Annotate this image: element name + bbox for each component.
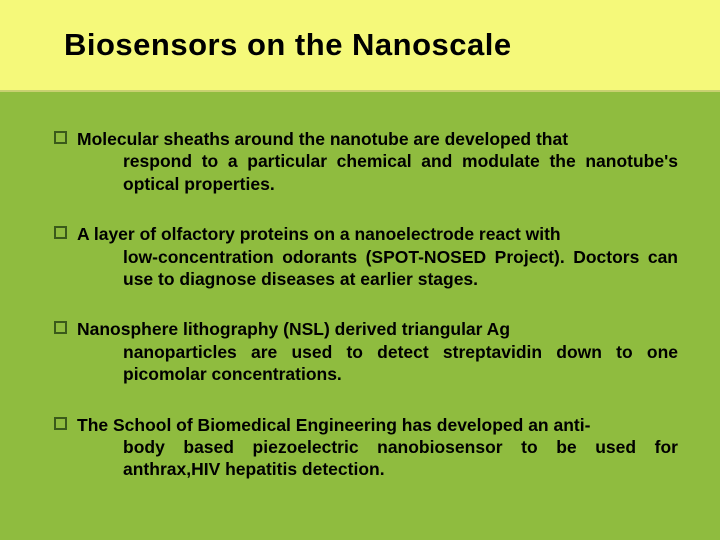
bullet-text: The School of Biomedical Engineering has… [77,414,678,481]
bullet-text: Nanosphere lithography (NSL) derived tri… [77,318,678,385]
bullet-rest: respond to a particular chemical and mod… [77,150,678,195]
title-band: Biosensors on the Nanoscale [0,0,720,92]
bullet-rest: nanoparticles are used to detect strepta… [77,341,678,386]
bullet-item: A layer of olfactory proteins on a nanoe… [54,223,678,290]
square-bullet-icon [54,417,67,430]
slide-body: Molecular sheaths around the nanotube ar… [0,92,720,501]
slide-title: Biosensors on the Nanoscale [64,27,512,63]
bullet-line1: Nanosphere lithography (NSL) derived tri… [77,318,678,340]
bullet-item: Nanosphere lithography (NSL) derived tri… [54,318,678,385]
square-bullet-icon [54,321,67,334]
bullet-line1: Molecular sheaths around the nanotube ar… [77,128,678,150]
square-bullet-icon [54,226,67,239]
bullet-item: Molecular sheaths around the nanotube ar… [54,128,678,195]
bullet-rest: body based piezoelectric nanobiosensor t… [77,436,678,481]
bullet-rest: low-concentration odorants (SPOT-NOSED P… [77,246,678,291]
bullet-line1: A layer of olfactory proteins on a nanoe… [77,223,678,245]
square-bullet-icon [54,131,67,144]
bullet-text: A layer of olfactory proteins on a nanoe… [77,223,678,290]
bullet-line1: The School of Biomedical Engineering has… [77,414,678,436]
bullet-item: The School of Biomedical Engineering has… [54,414,678,481]
bullet-text: Molecular sheaths around the nanotube ar… [77,128,678,195]
